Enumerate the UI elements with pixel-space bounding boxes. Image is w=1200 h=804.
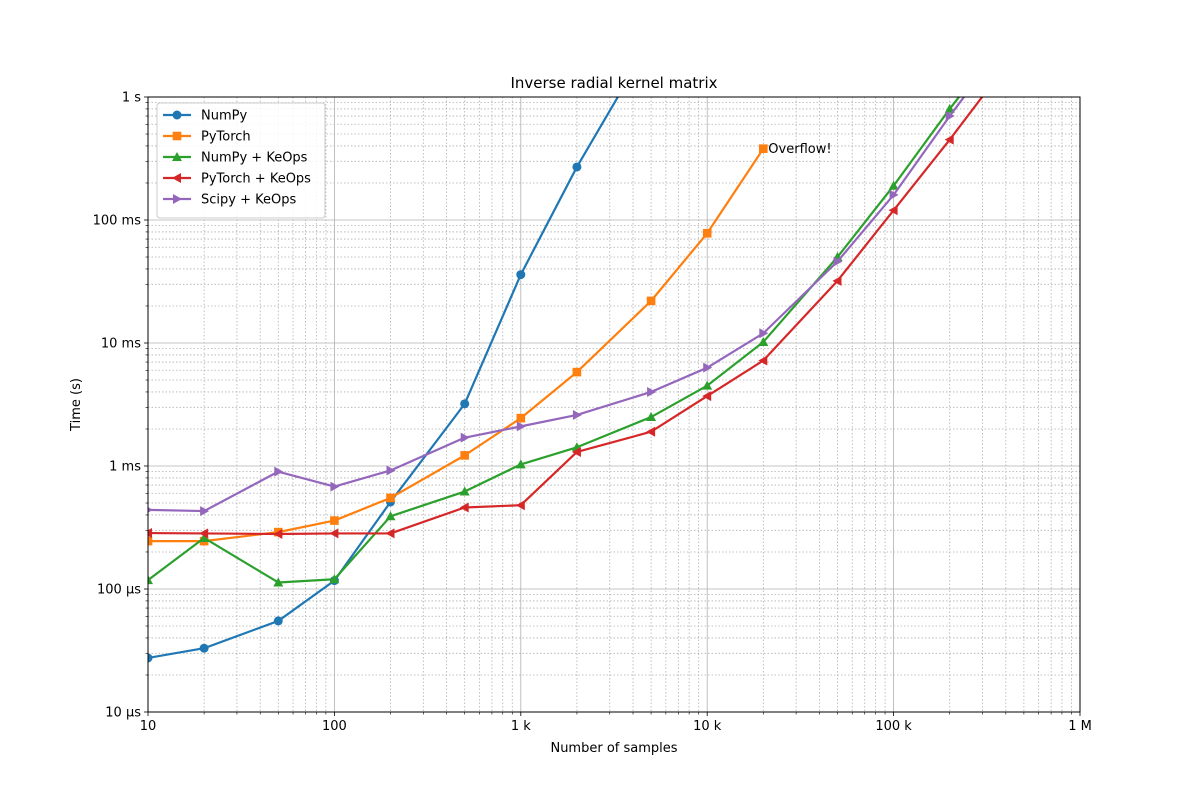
data-point-scipy-keops [833, 256, 843, 267]
legend-entry-scipy-keops: Scipy + KeOps [163, 193, 296, 208]
data-point-scipy-keops [148, 507, 153, 513]
data-point-numpy-keops [702, 380, 713, 390]
data-point-pytorch [572, 367, 582, 377]
data-point-numpy-keops [646, 412, 657, 422]
data-point-scipy-keops [330, 481, 340, 492]
data-point-numpy [572, 162, 582, 172]
data-point-numpy-keops [199, 532, 210, 542]
series-pytorch-keops [148, 97, 984, 539]
y-tick-label: 10 µs [105, 706, 141, 721]
data-point-pytorch-keops [329, 528, 339, 539]
y-axis-label: Time (s) [69, 378, 84, 432]
legend-label: Scipy + KeOps [201, 193, 296, 208]
data-point-pytorch [148, 536, 153, 546]
y-tick-label: 1 s [122, 91, 141, 106]
legend-entry-numpy: NumPy [163, 109, 247, 124]
annotation-layer: Overflow! [768, 142, 831, 157]
data-point-numpy [273, 616, 283, 626]
legend-marker [172, 110, 182, 120]
data-point-pytorch [516, 413, 526, 423]
data-point-scipy-keops [889, 189, 899, 200]
data-point-numpy-keops [385, 511, 396, 521]
data-point-pytorch-keops [385, 528, 395, 539]
x-tick-label: 1 M [1068, 719, 1092, 734]
data-point-numpy [199, 643, 209, 653]
data-point-pytorch [330, 516, 339, 525]
ticks-layer: 10 100 1 k 10 k 100 k 1 M 10 µs 100 µs 1 ms 10 ms… [93, 91, 1092, 735]
x-tick-label: 1 k [511, 719, 531, 734]
data-point-numpy-keops [515, 459, 526, 469]
data-point-scipy-keops [703, 362, 713, 373]
data-point-pytorch-keops [515, 500, 525, 511]
data-point-pytorch [646, 296, 656, 306]
data-point-pytorch [759, 144, 768, 153]
legend-entry-pytorch: PyTorch [163, 130, 251, 145]
data-point-numpy [148, 653, 153, 663]
legend: NumPy PyTorch NumPy + KeOps PyTorch + KeOps… [156, 102, 326, 219]
data-point-scipy-keops [516, 421, 526, 432]
data-point-pytorch [702, 228, 712, 238]
data-point-scipy-keops [572, 409, 582, 420]
y-tick-label: 1 ms [109, 460, 141, 475]
data-point-numpy [460, 399, 470, 409]
data-point-pytorch-keops [459, 502, 469, 513]
data-point-scipy-keops [274, 466, 284, 477]
data-point-numpy-keops [888, 180, 899, 190]
data-point-pytorch-keops [199, 528, 209, 539]
x-tick-label: 10 [140, 719, 157, 734]
data-point-pytorch-keops [571, 446, 581, 457]
legend-marker [172, 173, 181, 183]
series-layer [148, 97, 984, 663]
y-tick-label: 10 ms [101, 337, 141, 352]
legend-label: PyTorch [201, 130, 251, 145]
data-point-scipy-keops [647, 386, 657, 397]
data-point-numpy-keops [329, 574, 340, 584]
y-tick-label: 100 µs [97, 583, 141, 598]
chart-title: Inverse radial kernel matrix [510, 74, 717, 92]
data-point-scipy-keops [945, 111, 955, 122]
data-point-numpy-keops [758, 336, 769, 346]
data-point-pytorch-keops [273, 528, 283, 539]
x-axis-label: Number of samples [550, 741, 677, 756]
data-point-numpy-keops [459, 486, 470, 496]
data-point-numpy-keops [273, 577, 284, 587]
data-point-scipy-keops [460, 432, 470, 443]
legend-marker [172, 131, 182, 141]
data-point-scipy-keops [759, 328, 769, 339]
data-point-pytorch [460, 451, 469, 460]
series-scipy-keops [148, 97, 966, 517]
overflow-annotation: Overflow! [768, 142, 831, 157]
data-point-pytorch-keops [702, 391, 712, 402]
data-point-pytorch-keops [832, 275, 842, 286]
x-tick-label: 10 k [693, 719, 722, 734]
legend-label: PyTorch + KeOps [201, 172, 311, 187]
data-point-scipy-keops [386, 465, 396, 476]
x-tick-label: 100 [322, 719, 347, 734]
legend-box [156, 102, 326, 219]
data-point-pytorch-keops [888, 205, 898, 216]
x-tick-label: 100 k [875, 719, 912, 734]
data-point-numpy-keops [944, 103, 955, 113]
data-point-numpy [516, 270, 526, 280]
data-point-scipy-keops [200, 506, 210, 517]
legend-marker [172, 152, 182, 161]
data-point-pytorch-keops [148, 528, 152, 539]
data-point-numpy-keops [148, 575, 153, 585]
legend-marker [173, 194, 182, 204]
data-point-pytorch [386, 493, 395, 503]
data-point-pytorch-keops [944, 134, 954, 145]
legend-label: NumPy + KeOps [201, 151, 308, 166]
data-point-pytorch-keops [758, 355, 768, 366]
legend-entry-numpy-keops: NumPy + KeOps [163, 151, 308, 166]
legend-entry-pytorch-keops: PyTorch + KeOps [163, 172, 311, 187]
plot-frame [147, 96, 1081, 713]
data-point-pytorch-keops [646, 426, 656, 437]
y-tick-label: 100 ms [93, 214, 142, 229]
legend-label: NumPy [201, 109, 247, 124]
